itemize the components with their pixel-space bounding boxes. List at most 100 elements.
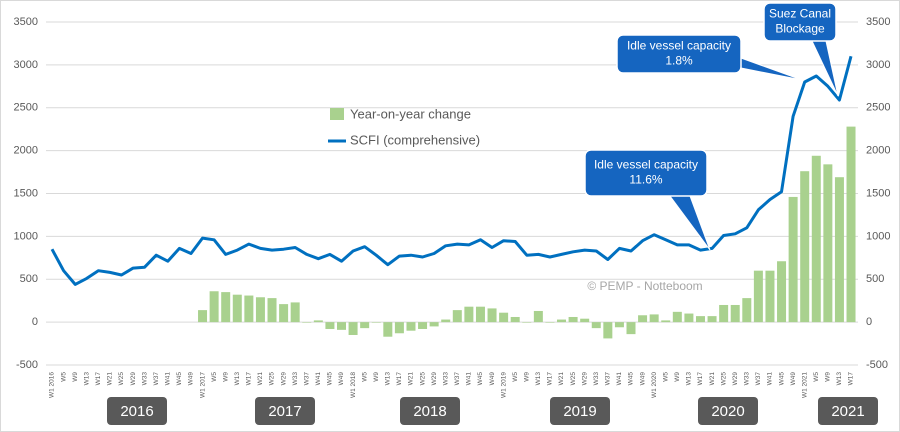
y-tick-label: -500: [16, 359, 38, 371]
bar: [545, 322, 555, 323]
x-tick-label: W5: [361, 372, 368, 382]
bar: [337, 322, 346, 330]
bar: [487, 308, 497, 323]
x-tick-label: W21: [257, 372, 264, 386]
bar: [209, 291, 219, 323]
y-tick-label: 2000: [14, 145, 38, 157]
y-tick-label: 1500: [14, 187, 38, 199]
x-tick-label: W9: [222, 372, 229, 382]
x-tick-label: W13: [234, 372, 241, 386]
x-tick-label: W1 2018: [350, 372, 357, 398]
y2-tick-label: 2000: [866, 145, 890, 157]
y-tick-label: 500: [20, 273, 38, 285]
bar: [232, 294, 242, 323]
y2-tick-label: 0: [866, 316, 872, 328]
x-tick-label: W37: [303, 372, 310, 386]
x-tick-label: W13: [686, 372, 693, 386]
x-tick-label: W5: [662, 372, 669, 382]
x-tick-label: W17: [547, 372, 554, 386]
bar: [742, 298, 752, 323]
x-tick-label: W33: [593, 372, 600, 386]
bar: [719, 304, 729, 323]
y2-tick-label: -500: [866, 359, 888, 371]
bar: [464, 306, 474, 323]
x-tick-label: W9: [373, 372, 380, 382]
bar: [672, 311, 682, 323]
bar: [649, 314, 659, 323]
x-tick-label: W25: [118, 372, 125, 386]
bar: [499, 312, 509, 323]
bar: [302, 322, 312, 323]
x-tick-label: W37: [153, 372, 160, 386]
callout-box: [763, 2, 837, 42]
year-label: 2018: [413, 403, 446, 420]
bar: [418, 322, 428, 329]
x-tick-label: W41: [315, 372, 322, 386]
legend-label: Year-on-year change: [350, 106, 471, 121]
bar: [695, 316, 705, 323]
bar: [510, 316, 520, 323]
x-tick-label: W1 2019: [500, 372, 507, 398]
x-tick-label: W9: [674, 372, 681, 382]
x-tick-label: W9: [523, 372, 530, 382]
bar: [383, 322, 393, 337]
bar: [522, 322, 532, 323]
bar: [325, 322, 335, 329]
bar: [603, 322, 613, 339]
bar: [777, 261, 787, 323]
year-box: [698, 397, 758, 425]
x-tick-label: W13: [535, 372, 542, 386]
x-tick-label: W49: [489, 372, 496, 386]
x-tick-label: W37: [454, 372, 461, 386]
x-tick-label: W49: [790, 372, 797, 386]
callout-text: Idle vessel capacity: [627, 39, 731, 53]
x-tick-label: W17: [95, 372, 102, 386]
year-label: 2016: [120, 403, 153, 420]
x-tick-label: W5: [512, 372, 519, 382]
x-tick-label: W33: [292, 372, 299, 386]
x-tick-label: W21: [107, 372, 114, 386]
x-tick-label: W25: [419, 372, 426, 386]
x-tick-label: W49: [639, 372, 646, 386]
bar: [244, 295, 254, 323]
year-box: [400, 397, 460, 425]
y2-tick-label: 500: [866, 273, 884, 285]
bar: [313, 320, 323, 323]
callout-text: Blockage: [775, 22, 825, 36]
legend-swatch: [330, 108, 344, 120]
x-tick-label: W17: [848, 372, 855, 386]
x-tick-label: W29: [280, 372, 287, 386]
x-tick-label: W33: [744, 372, 751, 386]
x-tick-label: W37: [755, 372, 762, 386]
bar: [638, 315, 648, 323]
bar: [823, 164, 833, 323]
callout-text: 1.8%: [665, 54, 693, 68]
bar: [429, 322, 439, 327]
x-tick-label: W29: [581, 372, 588, 386]
x-tick-label: W45: [628, 372, 635, 386]
legend-label: SCFI (comprehensive): [350, 132, 480, 147]
x-tick-label: W13: [385, 372, 392, 386]
bar: [684, 313, 694, 323]
y2-tick-label: 1500: [866, 187, 890, 199]
x-tick-label: W21: [408, 372, 415, 386]
y-tick-label: 3000: [14, 59, 38, 71]
x-tick-label: W25: [570, 372, 577, 386]
bar: [279, 304, 289, 323]
x-tick-label: W45: [778, 372, 785, 386]
bar: [441, 319, 451, 323]
x-tick-label: W25: [269, 372, 276, 386]
bar: [661, 320, 671, 323]
x-tick-label: W1 2017: [199, 372, 206, 398]
bar: [580, 318, 590, 323]
callout-box: [616, 34, 742, 74]
x-tick-label: W5: [60, 372, 67, 382]
x-tick-label: W41: [466, 372, 473, 386]
bar: [348, 322, 358, 335]
x-tick-label: W13: [83, 372, 90, 386]
x-tick-label: W5: [211, 372, 218, 382]
bar: [557, 319, 567, 323]
